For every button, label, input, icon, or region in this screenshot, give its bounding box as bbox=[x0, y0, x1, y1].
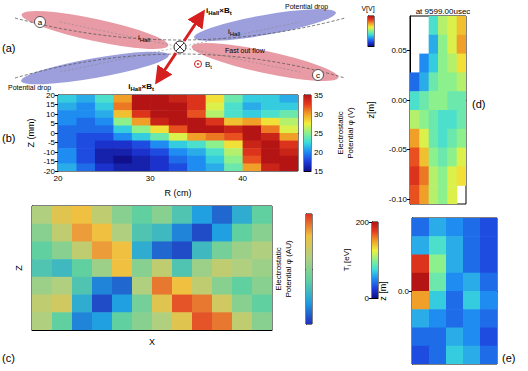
svg-text:20: 20 bbox=[54, 174, 63, 183]
svg-text:15: 15 bbox=[314, 167, 323, 176]
svg-text:Potential drop: Potential drop bbox=[285, 3, 328, 11]
svg-text:Electrostatic: Electrostatic bbox=[274, 247, 283, 291]
svg-text:Potential drop: Potential drop bbox=[8, 84, 51, 92]
svg-text:iHall×Bt: iHall×Bt bbox=[206, 6, 232, 16]
svg-text:(a): (a) bbox=[2, 42, 15, 54]
svg-text:0.05: 0.05 bbox=[391, 46, 407, 55]
svg-text:20: 20 bbox=[314, 148, 323, 157]
svg-text:(b): (b) bbox=[2, 132, 15, 144]
svg-text:-20: -20 bbox=[43, 166, 55, 176]
svg-text:at 9599.00usec: at 9599.00usec bbox=[416, 7, 471, 16]
svg-text:Z (mm): Z (mm) bbox=[26, 119, 36, 148]
svg-text:R (cm): R (cm) bbox=[165, 188, 192, 198]
svg-text:[eV]: [eV] bbox=[342, 249, 351, 265]
svg-text:40: 40 bbox=[238, 174, 247, 183]
svg-text:Bt: Bt bbox=[205, 60, 212, 70]
svg-text:15: 15 bbox=[46, 100, 55, 109]
svg-text:-0.05: -0.05 bbox=[389, 145, 408, 154]
svg-text:30: 30 bbox=[146, 174, 155, 183]
svg-text:(e): (e) bbox=[502, 352, 515, 364]
svg-text:Potential φ (V): Potential φ (V) bbox=[346, 107, 355, 159]
svg-text:-15: -15 bbox=[43, 157, 55, 166]
svg-text:0: 0 bbox=[365, 294, 370, 303]
svg-text:iHall: iHall bbox=[138, 33, 150, 43]
svg-text:z[m]: z[m] bbox=[366, 102, 376, 119]
svg-text:-0.10: -0.10 bbox=[389, 195, 408, 204]
svg-text:iHall: iHall bbox=[228, 27, 240, 37]
svg-text:25: 25 bbox=[314, 129, 323, 138]
svg-text:Fast out flow: Fast out flow bbox=[225, 47, 266, 54]
svg-text:(d): (d) bbox=[472, 98, 485, 110]
svg-text:10: 10 bbox=[46, 110, 55, 119]
svg-text:(c): (c) bbox=[2, 352, 15, 364]
svg-text:a: a bbox=[38, 18, 43, 27]
svg-text:Z: Z bbox=[14, 265, 24, 271]
svg-text:-5: -5 bbox=[48, 138, 56, 147]
svg-text:35: 35 bbox=[314, 91, 323, 100]
svg-text:0.00: 0.00 bbox=[391, 96, 407, 105]
svg-text:X: X bbox=[149, 337, 155, 347]
svg-text:V[V]: V[V] bbox=[361, 5, 374, 13]
svg-text:-10: -10 bbox=[43, 148, 55, 157]
svg-text:T: T bbox=[342, 266, 352, 272]
svg-text:20: 20 bbox=[46, 91, 55, 100]
svg-text:Potential φ (AU): Potential φ (AU) bbox=[284, 240, 293, 298]
svg-text:0: 0 bbox=[51, 129, 56, 138]
svg-text:z [m]: z [m] bbox=[378, 281, 388, 301]
svg-text:iHall×Bt: iHall×Bt bbox=[128, 82, 154, 92]
svg-text:200: 200 bbox=[356, 218, 370, 227]
svg-text:5: 5 bbox=[51, 119, 56, 128]
svg-text:0.0: 0.0 bbox=[398, 287, 410, 296]
svg-text:c: c bbox=[316, 71, 320, 80]
svg-text:Electrostatic: Electrostatic bbox=[336, 111, 345, 155]
svg-text:30: 30 bbox=[314, 110, 323, 119]
